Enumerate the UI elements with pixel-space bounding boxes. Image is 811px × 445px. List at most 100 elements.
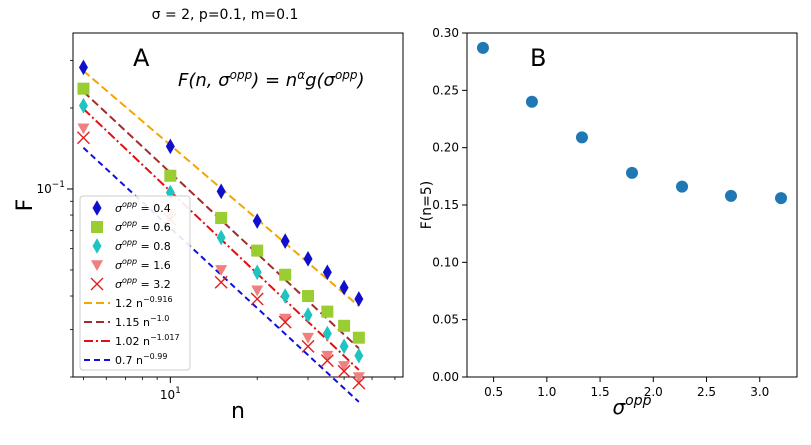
- data-point: [322, 325, 332, 342]
- x-tick-label: 0.5: [484, 385, 503, 399]
- data-point: [280, 288, 290, 304]
- x-tick-label: 1.0: [537, 385, 556, 399]
- x-label-base: σ: [612, 395, 626, 419]
- x-label-sup: opp: [625, 393, 651, 409]
- data-point: [214, 275, 228, 289]
- data-point: [303, 251, 313, 267]
- formula-part: ): [356, 70, 365, 91]
- x-tick-label: 2.5: [697, 385, 716, 399]
- y-tick-label: 0.30: [432, 26, 459, 40]
- legend-label: 0.7 n−0.99: [115, 352, 167, 367]
- y-tick-label: 0.25: [432, 83, 459, 97]
- data-point: [76, 131, 90, 145]
- legend-label: σopp = 0.4: [115, 200, 171, 215]
- data-point: [321, 350, 334, 362]
- data-point: [252, 264, 262, 281]
- legend-marker: [92, 238, 102, 254]
- data-point: [279, 313, 292, 325]
- formula-part: ) = n: [250, 70, 297, 91]
- legend-label: 1.2 n−0.916: [115, 295, 173, 310]
- data-point: [339, 338, 349, 355]
- data-point: [321, 305, 334, 318]
- data-point: [725, 189, 737, 202]
- legend-label: 1.15 n−1.0: [115, 314, 169, 329]
- data-point: [775, 192, 788, 205]
- y-tick-label: 0.05: [432, 313, 459, 327]
- data-point: [251, 244, 264, 257]
- legend-label: 1.02 n−1.017: [115, 333, 180, 348]
- data-point: [476, 41, 489, 54]
- panel-a-legend: σopp = 0.4 σopp = 0.6 σopp = 0.8 σopp = 1.6…: [79, 195, 191, 371]
- data-point: [303, 307, 313, 323]
- y-tick-label: 0.20: [432, 141, 459, 155]
- data-point: [77, 82, 90, 95]
- data-point: [352, 376, 366, 390]
- data-point: [302, 332, 315, 344]
- panel-b-label: B: [530, 44, 546, 72]
- data-point: [278, 315, 292, 329]
- data-point: [525, 95, 538, 108]
- fit-line: [82, 147, 360, 403]
- data-point: [78, 59, 88, 76]
- data-point: [301, 339, 315, 353]
- data-point: [302, 290, 315, 303]
- formula-part: opp: [335, 68, 358, 82]
- data-point: [164, 169, 177, 182]
- data-point: [337, 364, 351, 378]
- data-point: [575, 131, 588, 144]
- data-point: [215, 211, 228, 224]
- data-point: [320, 354, 334, 368]
- panel-b-frame: [466, 32, 798, 378]
- formula-part: F(n, σ: [178, 70, 230, 91]
- data-point: [215, 265, 228, 276]
- formula-part: α: [297, 68, 305, 82]
- fit-line: [82, 90, 360, 350]
- panel-a-frame: [72, 32, 404, 378]
- data-point: [322, 264, 332, 281]
- x-tick-label: 101: [160, 386, 181, 402]
- data-point: [354, 291, 364, 307]
- panel-a-x-axis-label: n: [231, 399, 245, 424]
- data-point: [251, 285, 264, 297]
- data-point: [352, 331, 365, 344]
- legend-label: σopp = 0.6: [115, 219, 171, 234]
- x-tick-label: 3.0: [750, 385, 769, 399]
- data-point: [676, 180, 689, 193]
- panel-b-y-axis-label: F(n=5): [419, 181, 435, 230]
- panel-a-formula: F(n, σopp) = nαg(σopp): [178, 68, 365, 91]
- legend-label: σopp = 0.8: [115, 238, 171, 253]
- data-point: [216, 183, 226, 200]
- y-tick-label: 10−1: [36, 180, 65, 196]
- legend-label: σopp = 3.2: [115, 276, 171, 291]
- data-point: [77, 123, 90, 135]
- data-point: [339, 279, 349, 296]
- data-point: [280, 233, 290, 249]
- formula-part: g(σ: [305, 70, 335, 91]
- panel-a-label: A: [133, 44, 150, 72]
- data-point: [354, 347, 364, 364]
- data-point: [250, 292, 264, 306]
- legend-marker: [90, 277, 104, 291]
- data-point: [626, 166, 638, 179]
- panel-a-y-axis-label: F: [13, 199, 38, 212]
- legend-label: σopp = 1.6: [115, 257, 171, 272]
- x-tick-label: 1.5: [591, 385, 610, 399]
- legend-marker: [91, 260, 103, 271]
- data-point: [78, 97, 88, 114]
- data-point: [165, 138, 175, 155]
- legend-marker: [92, 200, 102, 216]
- formula-part: opp: [230, 68, 253, 82]
- y-tick-label: 0.15: [432, 198, 459, 212]
- data-point: [216, 229, 226, 246]
- data-point: [338, 361, 351, 372]
- figure-title: σ = 2, p=0.1, m=0.1: [152, 7, 299, 23]
- y-tick-label: 0.00: [432, 370, 459, 384]
- legend-marker: [91, 221, 103, 233]
- panel-b: B 0.5 1.0 1.5 2.0 2.5 3.0 0.00 0.05 0.10 0.15 0.20…: [419, 26, 798, 419]
- data-point: [252, 213, 262, 229]
- y-tick-label: 0.10: [432, 255, 459, 269]
- data-point: [352, 372, 365, 383]
- panel-b-x-axis-label: σopp: [612, 393, 651, 419]
